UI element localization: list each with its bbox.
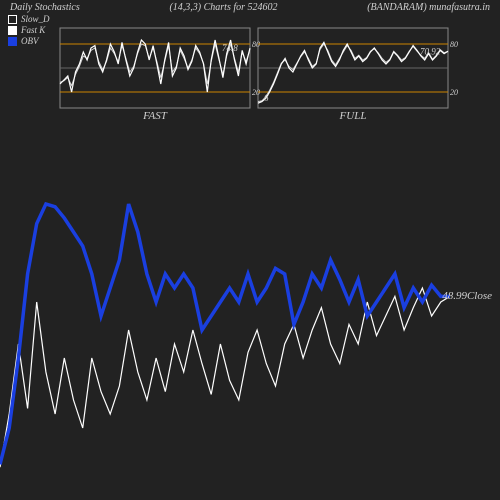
legend-swatch bbox=[8, 37, 17, 46]
legend-swatch bbox=[8, 15, 17, 24]
svg-text:80: 80 bbox=[450, 40, 458, 49]
mini-charts-row: 208074.8 FAST 208070.926 FULL bbox=[60, 28, 448, 122]
svg-text:20: 20 bbox=[450, 88, 458, 97]
legend-label: OBV bbox=[21, 36, 39, 47]
title-center: (14,3,3) Charts for 524602 bbox=[169, 2, 277, 13]
svg-text:6: 6 bbox=[264, 93, 269, 103]
full-chart-container: 208070.926 FULL bbox=[258, 28, 448, 122]
header: Daily Stochastics (14,3,3) Charts for 52… bbox=[0, 0, 500, 13]
title-left: Daily Stochastics bbox=[10, 2, 80, 13]
fast-chart: 208074.8 bbox=[60, 28, 250, 108]
full-label: FULL bbox=[258, 110, 448, 122]
title-right: (BANDARAM) munafasutra.in bbox=[367, 2, 490, 13]
legend-label: Slow_D bbox=[21, 14, 50, 25]
legend-item: Fast K bbox=[8, 25, 50, 36]
fast-label: FAST bbox=[60, 110, 250, 122]
main-chart bbox=[0, 190, 500, 470]
full-chart: 208070.926 bbox=[258, 28, 448, 108]
legend-item: OBV bbox=[8, 36, 50, 47]
svg-text:74.8: 74.8 bbox=[222, 43, 238, 53]
legend-label: Fast K bbox=[21, 25, 45, 36]
legend-item: Slow_D bbox=[8, 14, 50, 25]
main-chart-container bbox=[0, 190, 500, 470]
fast-chart-container: 208074.8 FAST bbox=[60, 28, 250, 122]
legend: Slow_DFast KOBV bbox=[8, 14, 50, 47]
legend-swatch bbox=[8, 26, 17, 35]
svg-text:70.92: 70.92 bbox=[420, 46, 441, 56]
close-value-label: 48.99Close bbox=[442, 290, 492, 302]
